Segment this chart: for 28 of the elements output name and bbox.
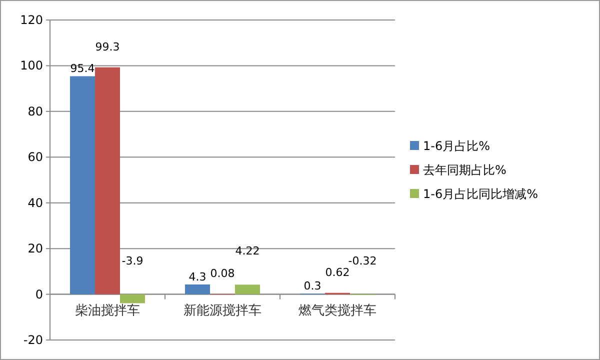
y-tick-label: 80 [28,104,43,118]
legend-label: 去年同期占比% [423,163,506,177]
bar [235,284,260,294]
y-tick-label: 40 [28,196,43,210]
y-tick-label: 100 [20,58,43,73]
data-label: 4.3 [188,270,206,284]
x-tick-label: 柴油搅拌车 [75,303,140,318]
y-tick-label: 60 [28,150,43,164]
bar [185,284,210,294]
data-label: -0.32 [348,254,377,268]
bar [70,76,95,294]
data-label: 4.22 [235,244,260,258]
y-tick-label: 120 [20,13,43,27]
data-label: 0.08 [210,267,235,280]
y-tick-label: 0 [35,287,43,302]
data-label: 99.3 [95,40,120,54]
data-label: 95.4 [70,62,95,76]
y-tick-label: -20 [23,333,43,347]
bar [120,294,145,304]
y-tick-label: 20 [28,242,43,256]
legend-label: 1-6月占比% [423,139,490,153]
data-label: 0.3 [304,280,322,293]
bar [95,67,120,294]
data-label: 0.62 [325,266,350,279]
data-label: -3.9 [122,254,144,268]
x-tick-label: 燃气类搅拌车 [298,303,376,318]
x-tick-label: 新能源搅拌车 [184,303,262,318]
legend-label: 1-6月占比同比增减% [423,187,538,201]
